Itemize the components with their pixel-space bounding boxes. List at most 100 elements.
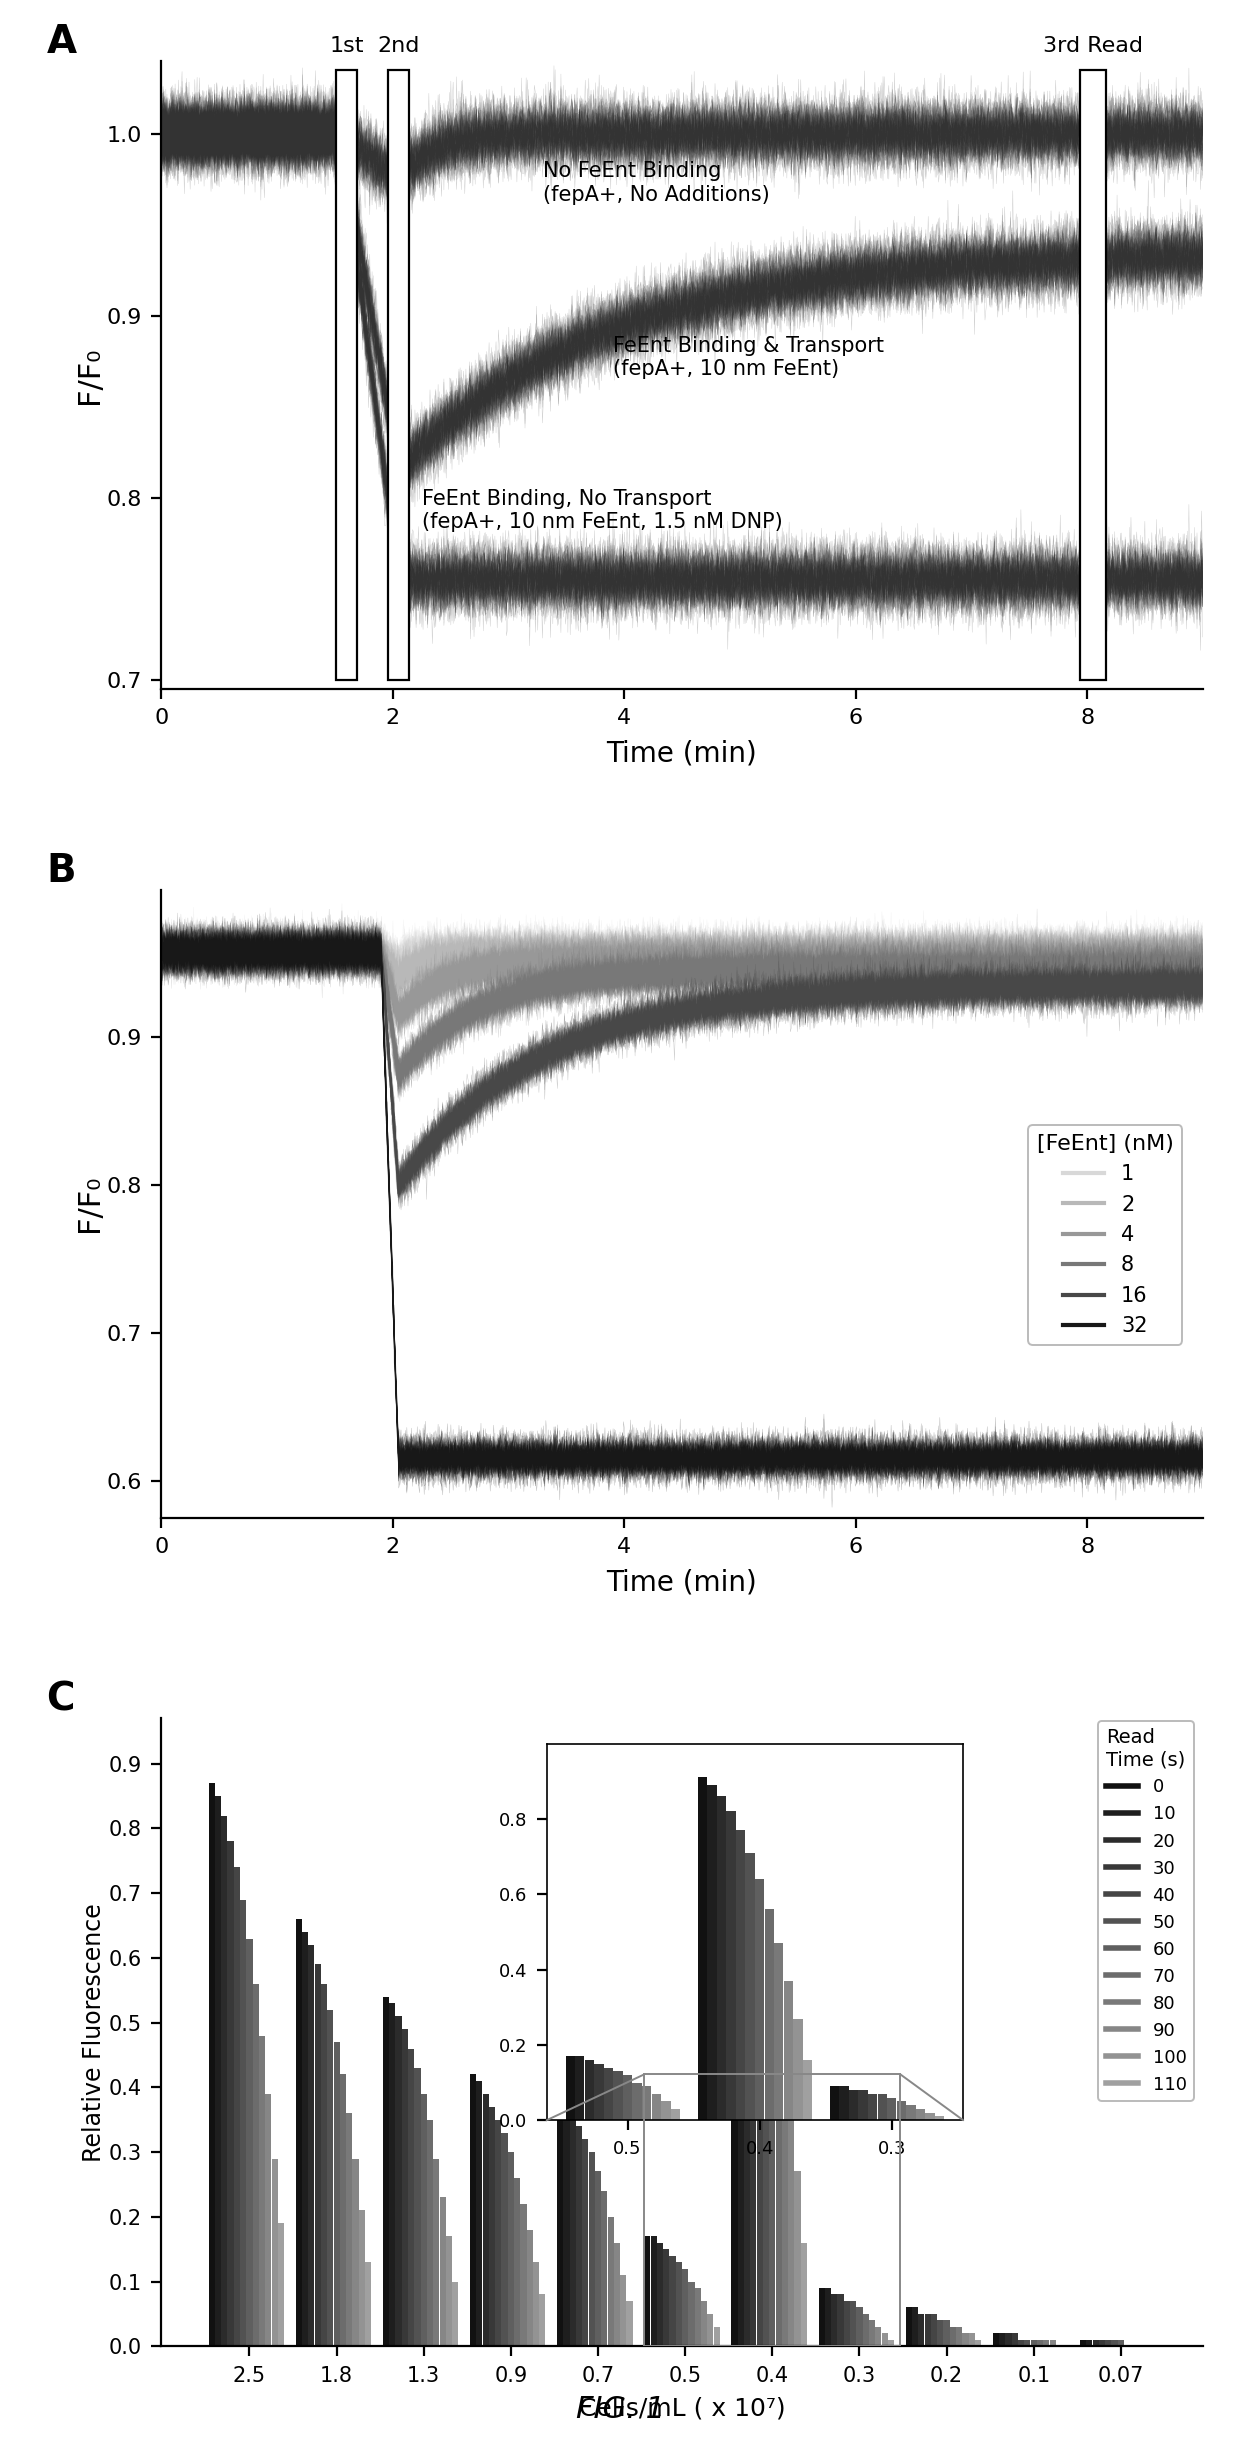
Bar [688,2283,694,2346]
Bar [968,2334,975,2346]
Bar [601,2190,608,2346]
Bar [1006,2334,1012,2346]
Bar [608,2217,614,2346]
Bar [278,2224,284,2346]
Bar [738,1769,744,2346]
Bar [789,2107,795,2346]
Bar [388,71,409,679]
Bar [446,2236,453,2346]
Bar [315,1965,321,2346]
Text: 2nd: 2nd [377,37,419,56]
Bar [508,2153,513,2346]
Bar [694,2288,701,2346]
Bar [557,2099,563,2346]
Bar [962,2334,968,2346]
Bar [253,1985,259,2346]
Bar [931,2314,937,2346]
Bar [595,2173,601,2346]
Bar [763,1887,769,2346]
Bar [470,2075,476,2346]
Bar [645,2236,651,2346]
Text: B: B [47,853,76,890]
Bar [303,1933,309,2346]
Bar [527,2229,533,2346]
Bar [247,1938,253,2346]
Bar [919,2314,925,2346]
Legend: 0, 10, 20, 30, 40, 50, 60, 70, 80, 90, 100, 110: 0, 10, 20, 30, 40, 50, 60, 70, 80, 90, 1… [1099,1721,1194,2102]
Bar [701,2300,707,2346]
Bar [389,2004,396,2346]
Bar [713,2327,719,2346]
Bar [476,2080,482,2346]
Bar [521,2204,527,2346]
Bar [670,2256,676,2346]
Bar [750,1816,756,2346]
Text: FeEnt Binding & Transport
(fepA+, 10 nm FeEnt): FeEnt Binding & Transport (fepA+, 10 nm … [613,337,884,379]
Bar [563,2107,569,2346]
Bar [489,2107,495,2346]
Bar [1012,2334,1018,2346]
Bar [950,2327,956,2346]
Bar [482,2095,489,2346]
Bar [888,2339,894,2346]
Text: A: A [47,24,77,61]
Bar [769,1933,775,2346]
Bar [614,2244,620,2346]
Bar [433,2158,439,2346]
Text: FeEnt Binding, No Transport
(fepA+, 10 nm FeEnt, 1.5 nM DNP): FeEnt Binding, No Transport (fepA+, 10 n… [422,489,782,533]
Bar [583,2138,589,2346]
Bar [905,2307,911,2346]
Bar [340,2075,346,2346]
Bar [215,1796,221,2346]
Bar [756,1848,763,2346]
Bar [336,71,357,679]
Bar [272,2158,278,2346]
Bar [309,1945,315,2346]
Bar [1086,2339,1092,2346]
Bar [781,2043,787,2346]
Bar [414,2068,420,2346]
Bar [427,2119,433,2346]
Bar [453,2283,459,2346]
Bar [863,2314,869,2346]
Text: C: C [47,1681,76,1718]
Bar [676,2263,682,2346]
Bar [1080,71,1106,679]
Bar [1024,2339,1030,2346]
Bar [569,2114,575,2346]
Bar [857,2307,863,2346]
Bar [383,1997,389,2346]
Bar [1080,2339,1086,2346]
Y-axis label: Relative Fluorescence: Relative Fluorescence [82,1904,105,2163]
Bar [851,2300,856,2346]
Text: 3rd Read: 3rd Read [1043,37,1143,56]
Bar [944,2319,950,2346]
Bar [1030,2339,1037,2346]
Bar [241,1899,247,2346]
Bar [334,2043,340,2346]
Bar [396,2016,402,2346]
Bar [937,2319,944,2346]
Text: 1st: 1st [329,37,363,56]
Bar [651,2236,657,2346]
Bar [221,1816,227,2346]
Bar [620,2275,626,2346]
Bar [1037,2339,1043,2346]
Bar [682,2268,688,2346]
Bar [843,2300,849,2346]
Bar [882,2334,888,2346]
Bar [577,2126,583,2346]
Bar [911,2307,918,2346]
Bar [402,2029,408,2346]
Bar [352,2158,358,2346]
Bar [875,2327,882,2346]
Text: No FeEnt Binding
(fepA+, No Additions): No FeEnt Binding (fepA+, No Additions) [543,161,770,205]
Bar [1111,2339,1117,2346]
Bar [925,2314,931,2346]
Bar [501,2134,507,2346]
Bar [707,2314,713,2346]
Bar [539,2295,546,2346]
Bar [295,1919,301,2346]
Bar [644,2075,900,2346]
Bar [801,2244,807,2346]
